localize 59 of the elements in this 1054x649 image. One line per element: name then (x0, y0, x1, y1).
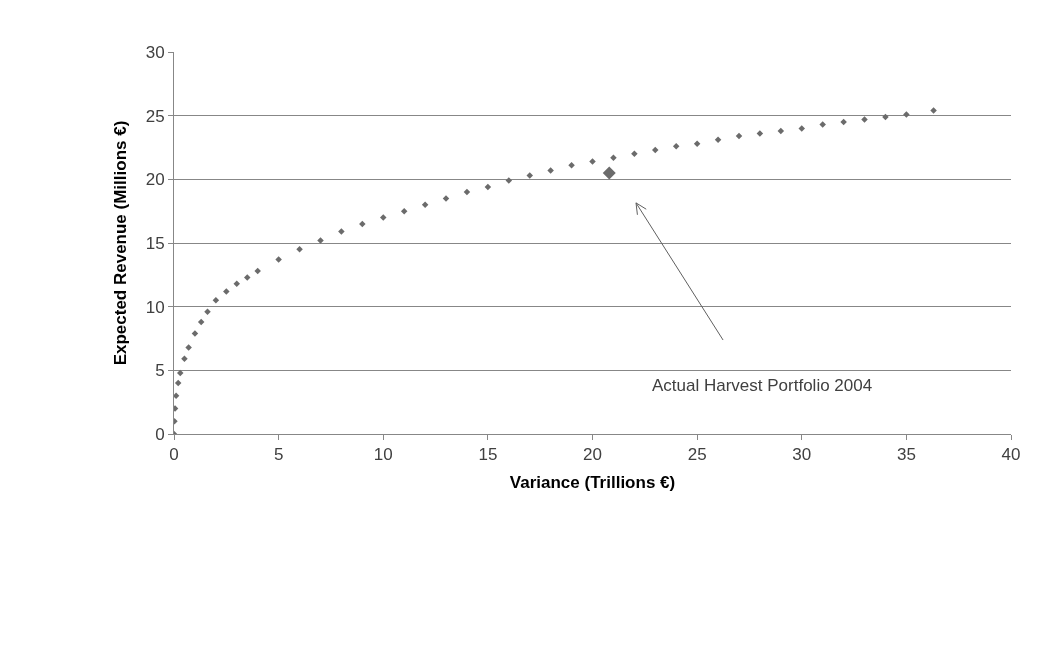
y-axis-title: Expected Revenue (Millions €) (111, 120, 131, 366)
y-tick-label: 10 (145, 297, 165, 317)
point (652, 146, 659, 154)
point (317, 237, 324, 244)
y-tick-label: 25 (145, 106, 165, 126)
point (714, 136, 722, 144)
annotation: Actual Harvest Portfolio 2004 (652, 376, 873, 395)
point (296, 246, 303, 253)
x-tick-label: 0 (169, 445, 179, 465)
point (380, 214, 387, 221)
point (197, 318, 205, 326)
y-tick-label: 15 (145, 233, 165, 253)
y-tick-label: 5 (155, 361, 165, 381)
point (589, 158, 596, 165)
point (602, 166, 616, 180)
point (275, 256, 282, 263)
x-tick-label: 35 (896, 445, 916, 465)
point (174, 392, 180, 400)
x-tick-label: 40 (1001, 445, 1021, 465)
point (212, 297, 220, 304)
y-tick-label: 30 (145, 42, 165, 62)
point (693, 140, 701, 147)
point (672, 142, 680, 150)
point (735, 132, 743, 140)
x-tick-label: 5 (273, 445, 284, 465)
point (359, 220, 366, 228)
point (177, 369, 184, 377)
y-tick-label: 20 (145, 170, 165, 190)
x-tick-label: 25 (687, 445, 707, 465)
point (547, 167, 554, 174)
point (568, 162, 575, 169)
point (861, 116, 868, 123)
point (526, 172, 533, 179)
x-tick-label: 30 (792, 445, 812, 465)
point (174, 405, 179, 412)
point (777, 127, 785, 135)
x-tick-label: 10 (373, 445, 393, 465)
x-tick-label: 15 (478, 445, 498, 465)
point (204, 308, 211, 316)
point (421, 201, 429, 209)
point (233, 280, 241, 287)
point (819, 121, 826, 128)
x-tick-label: 20 (583, 445, 602, 465)
point (610, 154, 617, 161)
point (400, 207, 408, 215)
point (505, 177, 513, 184)
point (223, 288, 230, 295)
point (631, 150, 638, 158)
point (930, 107, 937, 114)
point (903, 111, 910, 118)
point (484, 183, 492, 191)
point (463, 188, 471, 196)
point (338, 228, 345, 235)
x-axis-title: Variance (Trillions €) (509, 472, 676, 492)
point (243, 274, 251, 281)
y-tick-label: 0 (155, 424, 165, 444)
point (185, 344, 192, 351)
point (174, 379, 182, 387)
point (798, 125, 805, 132)
